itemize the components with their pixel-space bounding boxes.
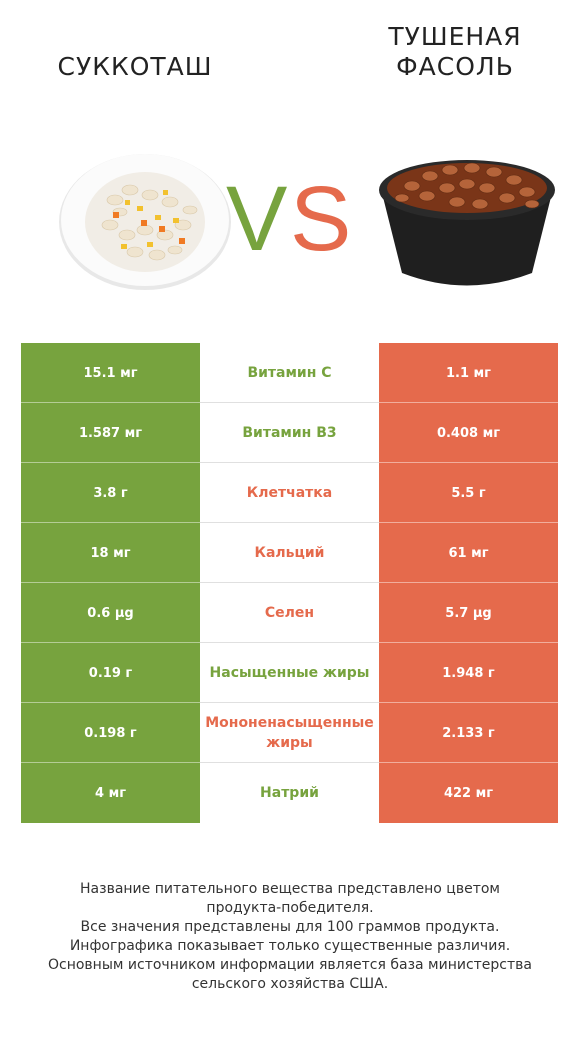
- footnote-line: Название питательного вещества представл…: [80, 881, 500, 897]
- nutrient-name: Витамин B3: [200, 403, 379, 463]
- left-value: 0.198 г: [21, 703, 200, 763]
- right-value: 61 мг: [379, 523, 558, 583]
- succotash-image: [59, 154, 231, 290]
- right-value: 5.5 г: [379, 463, 558, 523]
- footnote-line: Инфографика показывает только существенн…: [69, 938, 511, 954]
- nutrient-row: 0.6 µg Селен 5.7 µg: [21, 583, 558, 643]
- nutrient-row: 18 мг Кальций 61 мг: [21, 523, 558, 583]
- left-value: 4 мг: [21, 763, 200, 823]
- svg-text:V: V: [226, 168, 287, 270]
- right-value: 1.1 мг: [379, 343, 558, 403]
- nutrient-name: Кальций: [200, 523, 379, 583]
- nutrient-name: Селен: [200, 583, 379, 643]
- nutrient-row: 0.19 г Насыщенные жиры 1.948 г: [21, 643, 558, 703]
- vs-label: V S: [226, 168, 351, 270]
- nutrient-row: 1.587 мг Витамин B3 0.408 мг: [21, 403, 558, 463]
- right-value: 2.133 г: [379, 703, 558, 763]
- right-value: 5.7 µg: [379, 583, 558, 643]
- left-value: 0.6 µg: [21, 583, 200, 643]
- right-value: 422 мг: [379, 763, 558, 823]
- footnote-line: Все значения представлены для 100 граммо…: [80, 919, 500, 935]
- row-separator: [200, 402, 379, 403]
- comparison-table: 15.1 мг Витамин C 1.1 мг 1.587 мг Витамин B3…: [21, 343, 558, 823]
- footnote: Название питательного вещества представл…: [10, 880, 570, 994]
- svg-text:S: S: [290, 168, 351, 270]
- left-value: 3.8 г: [21, 463, 200, 523]
- nutrient-row: 3.8 г Клетчатка 5.5 г: [21, 463, 558, 523]
- footnote-line: сельского хозяйства США.: [191, 976, 389, 992]
- left-value: 1.587 мг: [21, 403, 200, 463]
- footnote-line: продукта-победителя.: [206, 900, 374, 916]
- nutrient-name: Мононенасыщенные жиры: [200, 703, 379, 763]
- left-value: 15.1 мг: [21, 343, 200, 403]
- left-product-title: СУККОТАШ: [57, 52, 213, 81]
- nutrient-row: 0.198 г Мононенасыщенные жиры 2.133 г: [21, 703, 558, 763]
- right-value: 0.408 мг: [379, 403, 558, 463]
- nutrient-name: Натрий: [200, 763, 379, 823]
- left-value: 0.19 г: [21, 643, 200, 703]
- row-separator: [200, 522, 379, 523]
- left-value: 18 мг: [21, 523, 200, 583]
- nutrient-row: 15.1 мг Витамин C 1.1 мг: [21, 343, 558, 403]
- row-separator: [200, 702, 379, 703]
- right-value: 1.948 г: [379, 643, 558, 703]
- row-separator: [200, 582, 379, 583]
- footnote-line: Основным источником информации является …: [48, 957, 532, 973]
- row-separator: [200, 642, 379, 643]
- stewed-beans-image: [379, 160, 555, 286]
- row-separator: [200, 762, 379, 763]
- nutrient-row: 4 мг Натрий 422 мг: [21, 763, 558, 823]
- right-product-title: ТУШЕНАЯ ФАСОЛЬ: [388, 22, 522, 81]
- nutrient-name: Клетчатка: [200, 463, 379, 523]
- nutrient-name: Витамин C: [200, 343, 379, 403]
- row-separator: [200, 462, 379, 463]
- nutrient-name: Насыщенные жиры: [200, 643, 379, 703]
